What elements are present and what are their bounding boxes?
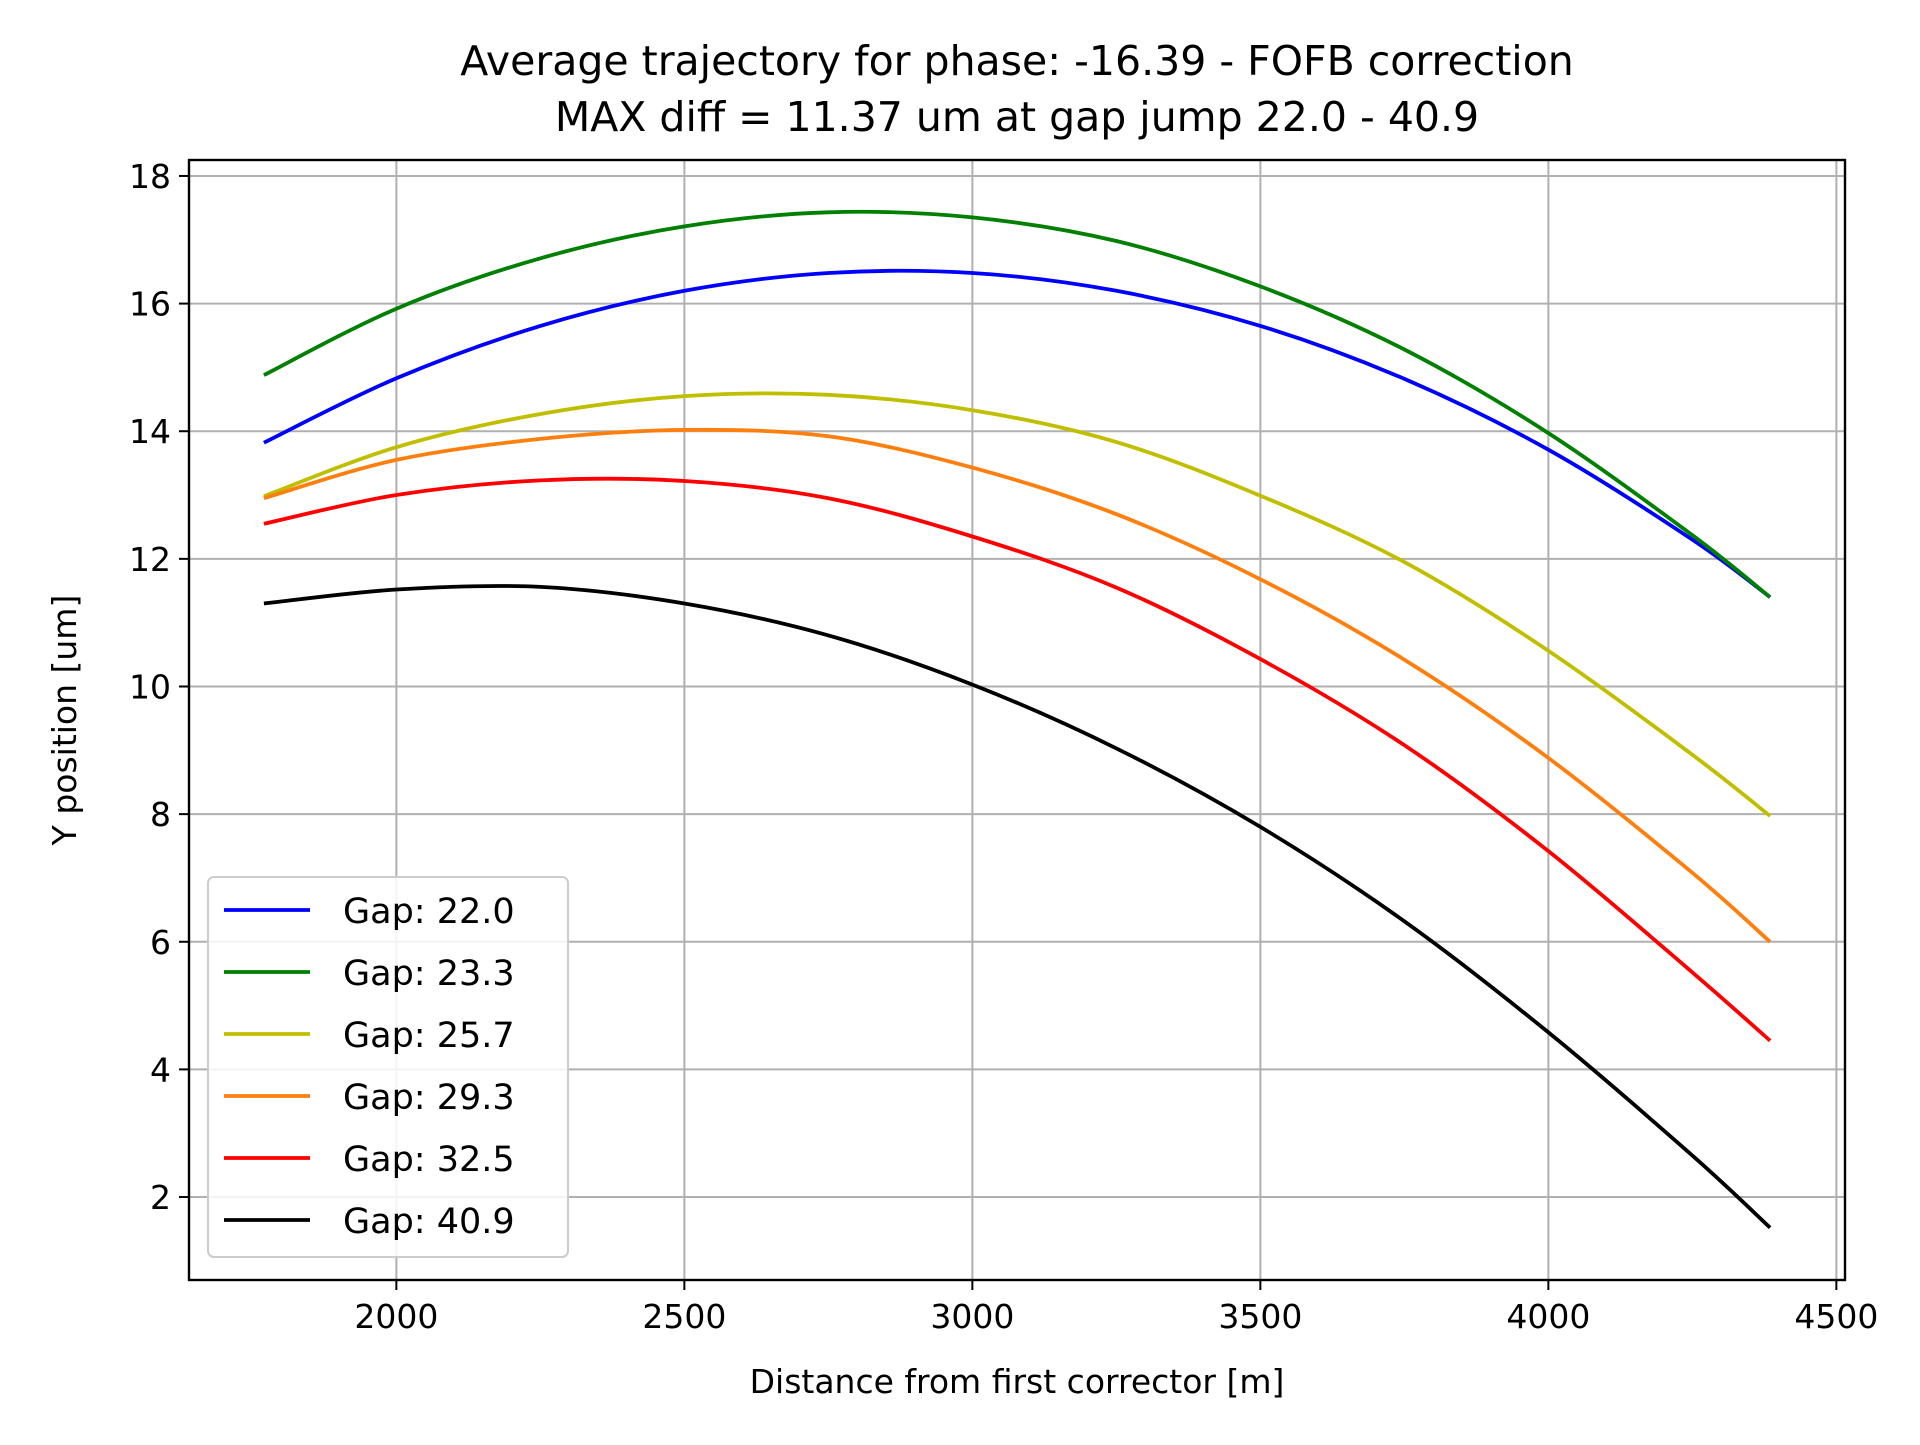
x-tick-label: 4000	[1506, 1297, 1590, 1336]
y-tick-label: 14	[129, 412, 171, 451]
x-tick-label: 3500	[1218, 1297, 1302, 1336]
y-axis-label: Y position [um]	[45, 595, 84, 847]
legend-label-gap-32-5: Gap: 32.5	[343, 1140, 515, 1180]
y-tick-label: 2	[150, 1178, 171, 1217]
y-tick-label: 18	[129, 157, 171, 196]
y-tick-label: 6	[150, 923, 171, 962]
y-tick-label: 4	[150, 1050, 171, 1089]
legend: Gap: 22.0 Gap: 23.3 Gap: 25.7 Gap: 29.3 Gap:…	[207, 876, 569, 1258]
legend-frame	[207, 876, 569, 1258]
y-tick-label: 10	[129, 667, 171, 706]
plot-frame	[187, 158, 1847, 1282]
legend-label-gap-25-7: Gap: 25.7	[343, 1016, 515, 1056]
y-tick-label: 8	[150, 795, 171, 834]
legend-label-gap-23-3: Gap: 23.3	[343, 954, 515, 994]
series-lines	[263, 209, 1772, 1230]
x-tick-label: 2000	[354, 1297, 438, 1336]
chart-title-line-1: Average trajectory for phase: -16.39 - F…	[460, 37, 1574, 85]
y-tick-label: 16	[129, 285, 171, 324]
y-tick-label: 12	[129, 540, 171, 579]
series-line-gap-40-9	[263, 584, 1772, 1230]
axis-ticks: 2000 2500 3000 3500 4000 4500 2 4 6 8 10 12 14 16 18	[129, 157, 1878, 1336]
series-line-gap-22-0	[263, 268, 1772, 599]
series-line-gap-32-5	[263, 476, 1772, 1043]
series-line-gap-29-3	[263, 427, 1772, 944]
x-axis-label: Distance from first corrector [m]	[750, 1362, 1285, 1401]
chart-title-line-2: MAX diff = 11.37 um at gap jump 22.0 - 4…	[555, 93, 1479, 141]
legend-label-gap-29-3: Gap: 29.3	[343, 1078, 515, 1118]
x-tick-label: 3000	[930, 1297, 1014, 1336]
series-line-gap-23-3	[263, 209, 1772, 599]
legend-items: Gap: 22.0 Gap: 23.3 Gap: 25.7 Gap: 29.3 Gap:…	[224, 892, 515, 1242]
x-tick-label: 4500	[1794, 1297, 1878, 1336]
legend-label-gap-40-9: Gap: 40.9	[343, 1202, 515, 1242]
x-tick-label: 2500	[642, 1297, 726, 1336]
legend-label-gap-22-0: Gap: 22.0	[343, 892, 515, 932]
series-line-gap-25-7	[263, 391, 1772, 818]
